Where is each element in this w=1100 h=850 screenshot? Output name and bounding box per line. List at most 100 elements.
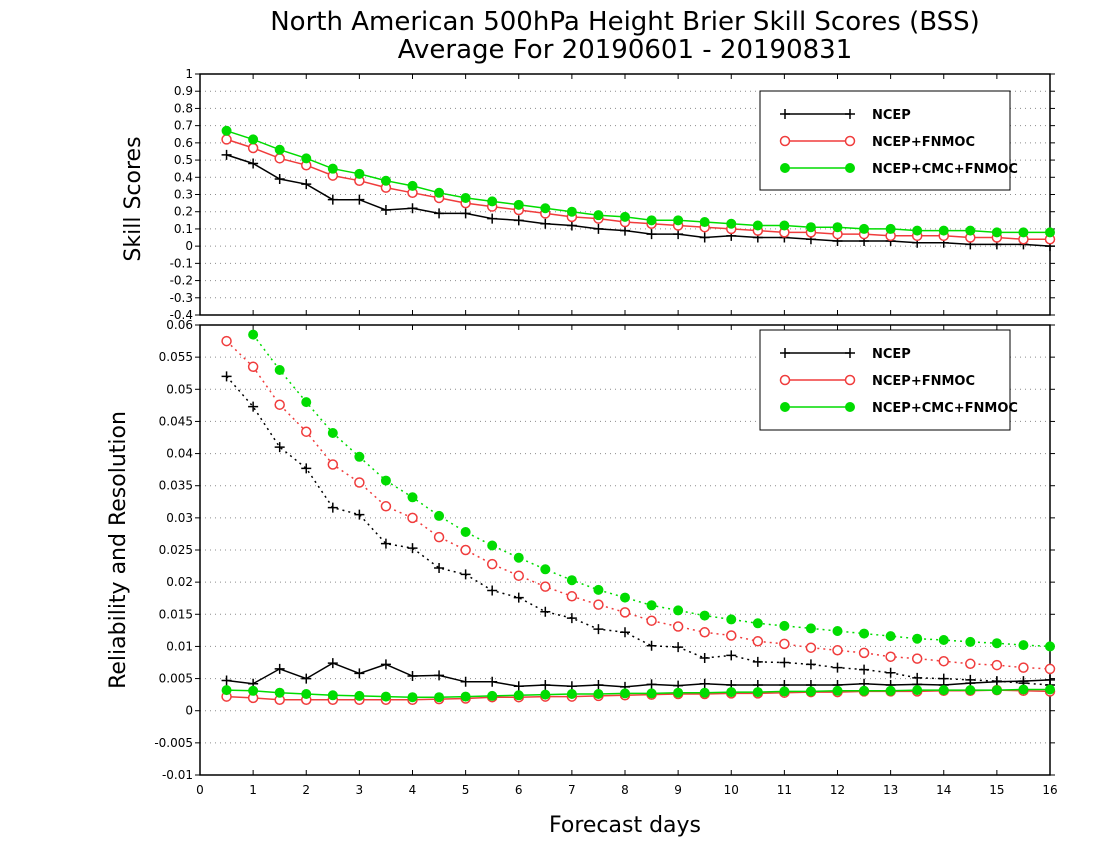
data-point — [540, 581, 551, 592]
data-point — [301, 689, 312, 699]
data-point — [248, 685, 259, 696]
data-point — [646, 615, 657, 626]
y-tick-label: 0 — [185, 239, 193, 253]
data-point — [380, 475, 391, 486]
data-point — [620, 592, 630, 603]
x-tick-label: 5 — [462, 783, 470, 797]
y-tick-label: 0.03 — [166, 511, 193, 525]
data-point — [699, 610, 710, 621]
data-point — [646, 640, 657, 651]
data-point — [274, 399, 285, 410]
data-point — [248, 158, 259, 169]
y-tick-label: 0.02 — [166, 575, 193, 589]
x-axis-label: Forecast days — [549, 813, 701, 838]
data-point — [327, 502, 338, 513]
data-point — [938, 655, 949, 667]
y-tick-label: 0.035 — [159, 479, 193, 493]
data-point — [327, 459, 339, 470]
legend-label: NCEP+CMC+FNMOC — [872, 401, 1018, 416]
data-point — [858, 647, 870, 659]
data-point — [1018, 662, 1029, 673]
data-point — [380, 501, 392, 512]
data-point — [593, 624, 604, 635]
data-point — [699, 687, 710, 698]
data-point — [859, 664, 870, 675]
data-point — [805, 686, 816, 697]
legend-marker — [845, 402, 855, 412]
legend-marker — [779, 374, 791, 386]
legend-marker — [845, 109, 855, 119]
data-point — [1018, 640, 1029, 651]
data-point — [221, 685, 232, 696]
skill-scores-panel: Skill Scores -0.4 -0.3 -0.2 -0.1 0 0.1 0.2 0.3 0… — [121, 67, 1056, 322]
data-point — [991, 638, 1002, 649]
series-ncep-cmc-fnmoc-solid — [221, 684, 1055, 703]
data-point — [885, 631, 896, 642]
x-tick-label: 1 — [249, 783, 257, 797]
data-point — [1018, 684, 1029, 695]
data-point — [380, 204, 391, 215]
data-point — [646, 229, 657, 240]
data-point — [247, 361, 259, 373]
data-point — [540, 203, 551, 214]
data-point — [354, 168, 365, 179]
data-point — [513, 570, 524, 581]
data-point — [1044, 663, 1056, 675]
y-tick-label: 0.01 — [166, 639, 193, 653]
data-point — [885, 685, 896, 696]
series-ncep-cmc-fnmoc-solid — [221, 125, 1055, 238]
data-point — [221, 371, 232, 382]
y-tick-label: -0.4 — [170, 308, 193, 322]
data-point — [434, 563, 445, 573]
data-point — [460, 208, 471, 219]
data-point — [673, 642, 684, 653]
data-point — [938, 225, 949, 236]
data-point — [487, 213, 498, 224]
data-point — [779, 620, 790, 631]
data-point — [513, 199, 524, 210]
data-point — [327, 428, 338, 438]
data-point — [859, 628, 870, 639]
legend-marker — [844, 374, 856, 386]
data-point — [566, 591, 578, 602]
data-point — [274, 153, 285, 164]
data-point — [752, 656, 763, 667]
data-point — [646, 600, 657, 611]
data-point — [274, 365, 285, 375]
legend-marker — [845, 163, 855, 173]
data-point — [221, 134, 232, 145]
y-tick-label: 0.025 — [159, 543, 193, 557]
data-point — [805, 623, 816, 634]
data-point — [460, 569, 471, 580]
series-ncep-solid — [221, 658, 1055, 692]
chart-title-line2: Average For 20190601 - 20190831 — [398, 35, 853, 65]
data-point — [779, 220, 790, 231]
data-point — [991, 659, 1003, 671]
data-point — [407, 692, 418, 703]
x-tick-label: 13 — [883, 783, 898, 797]
data-point — [301, 179, 312, 190]
data-point — [513, 592, 524, 603]
data-point — [620, 225, 630, 236]
data-point — [646, 215, 657, 226]
x-tick-label: 10 — [724, 783, 739, 797]
data-point — [593, 599, 604, 610]
y-tick-label: -0.005 — [154, 736, 193, 750]
data-point — [912, 225, 923, 236]
data-point — [407, 543, 418, 554]
data-point — [593, 210, 604, 221]
data-point — [912, 685, 923, 696]
x-tick-label: 15 — [989, 783, 1004, 797]
legend-marker — [780, 348, 790, 358]
legend-label: NCEP+FNMOC — [872, 374, 975, 389]
data-point — [327, 690, 338, 701]
data-point — [620, 211, 630, 222]
y-tick-label: 0.3 — [174, 188, 193, 202]
data-point — [487, 196, 498, 207]
data-point — [832, 626, 843, 636]
data-point — [779, 638, 790, 650]
data-point — [673, 687, 684, 698]
data-point — [327, 194, 338, 205]
series-ncep-dotted — [221, 371, 1055, 690]
data-point — [620, 627, 630, 638]
